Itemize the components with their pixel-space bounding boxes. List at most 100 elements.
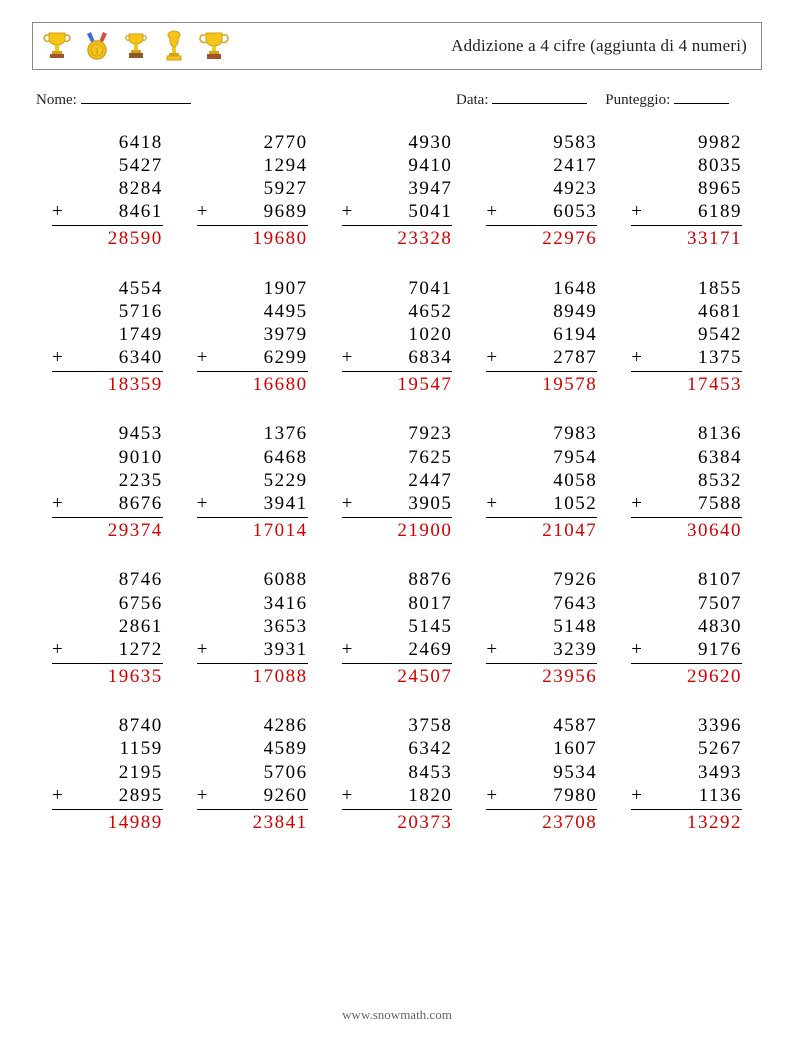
answer-row: 16680 [197, 373, 308, 396]
operator [631, 323, 647, 346]
addend: 8965 [647, 177, 742, 200]
operator [197, 737, 213, 760]
addend: 6342 [358, 737, 453, 760]
addend: 8017 [358, 592, 453, 615]
addend: 6299 [213, 346, 308, 369]
answer: 13292 [647, 811, 742, 834]
operator [486, 300, 502, 323]
operator: + [52, 492, 68, 515]
addend: 2447 [358, 469, 453, 492]
addend-row: +3941 [197, 492, 308, 515]
addend-row: 1294 [197, 154, 308, 177]
addend: 8107 [647, 568, 742, 591]
addend-row: 8035 [631, 154, 742, 177]
addend-row: 6384 [631, 446, 742, 469]
addend: 6834 [358, 346, 453, 369]
answer: 19680 [213, 227, 308, 250]
problem: 813663848532+758830640 [631, 422, 742, 542]
date-blank [492, 88, 587, 104]
addend-row: 3979 [197, 323, 308, 346]
addend-row: 1907 [197, 277, 308, 300]
trophy-cup-icon [43, 30, 71, 62]
addend-row: 9010 [52, 446, 163, 469]
addend-row: 1855 [631, 277, 742, 300]
operator [52, 714, 68, 737]
operator [52, 592, 68, 615]
rule-line [486, 809, 597, 810]
addend: 3396 [647, 714, 742, 737]
problem: 998280358965+618933171 [631, 131, 742, 251]
problem-grid: 641854278284+846128590277012945927+96891… [32, 131, 762, 834]
addend: 8740 [68, 714, 163, 737]
operator: + [52, 784, 68, 807]
addend-row: 1749 [52, 323, 163, 346]
name-blank [81, 88, 191, 104]
addend: 7926 [502, 568, 597, 591]
answer-row: 17088 [197, 665, 308, 688]
addend-row: 3493 [631, 761, 742, 784]
addend-row: 9410 [342, 154, 453, 177]
operator [631, 300, 647, 323]
answer-row: 13292 [631, 811, 742, 834]
operator [342, 469, 358, 492]
addend: 8136 [647, 422, 742, 445]
rule-line [52, 809, 163, 810]
operator [342, 131, 358, 154]
answer: 21900 [358, 519, 453, 542]
answer-row: 29620 [631, 665, 742, 688]
addend: 1820 [358, 784, 453, 807]
addend-row: 5148 [486, 615, 597, 638]
operator [197, 323, 213, 346]
addend: 7625 [358, 446, 453, 469]
operator [197, 154, 213, 177]
addend: 8876 [358, 568, 453, 591]
addend-row: 8453 [342, 761, 453, 784]
addend-row: 8136 [631, 422, 742, 445]
operator [197, 300, 213, 323]
operator: + [486, 200, 502, 223]
addend: 9982 [647, 131, 742, 154]
addend: 3653 [213, 615, 308, 638]
answer-row: 17453 [631, 373, 742, 396]
operator [342, 615, 358, 638]
addend-row: 7041 [342, 277, 453, 300]
score-blank [674, 88, 729, 104]
addend: 9689 [213, 200, 308, 223]
addend-row: +3905 [342, 492, 453, 515]
operator [342, 277, 358, 300]
addend-row: 7625 [342, 446, 453, 469]
date-label: Data: [456, 92, 488, 108]
addend-row: 4554 [52, 277, 163, 300]
trophy-wide-icon [199, 30, 229, 62]
addend-row: 9534 [486, 761, 597, 784]
addend: 1272 [68, 638, 163, 661]
operator [52, 615, 68, 638]
addend-row: 1020 [342, 323, 453, 346]
addend: 4589 [213, 737, 308, 760]
operator [197, 592, 213, 615]
addend: 1749 [68, 323, 163, 346]
addend-row: +3931 [197, 638, 308, 661]
addend: 6340 [68, 346, 163, 369]
operator [631, 422, 647, 445]
addend-row: +6053 [486, 200, 597, 223]
operator: + [197, 784, 213, 807]
problem: 798379544058+105221047 [486, 422, 597, 542]
addend-row: 5927 [197, 177, 308, 200]
operator [486, 277, 502, 300]
operator [486, 422, 502, 445]
rule-line [486, 225, 597, 226]
operator [52, 277, 68, 300]
operator: + [342, 346, 358, 369]
operator [52, 568, 68, 591]
rule-line [631, 371, 742, 372]
addend: 7041 [358, 277, 453, 300]
rule-line [52, 517, 163, 518]
operator [486, 154, 502, 177]
addend: 1907 [213, 277, 308, 300]
addend-row: 1648 [486, 277, 597, 300]
answer: 29374 [68, 519, 163, 542]
problem: 455457161749+634018359 [52, 277, 163, 397]
answer: 28590 [68, 227, 163, 250]
operator: + [197, 200, 213, 223]
